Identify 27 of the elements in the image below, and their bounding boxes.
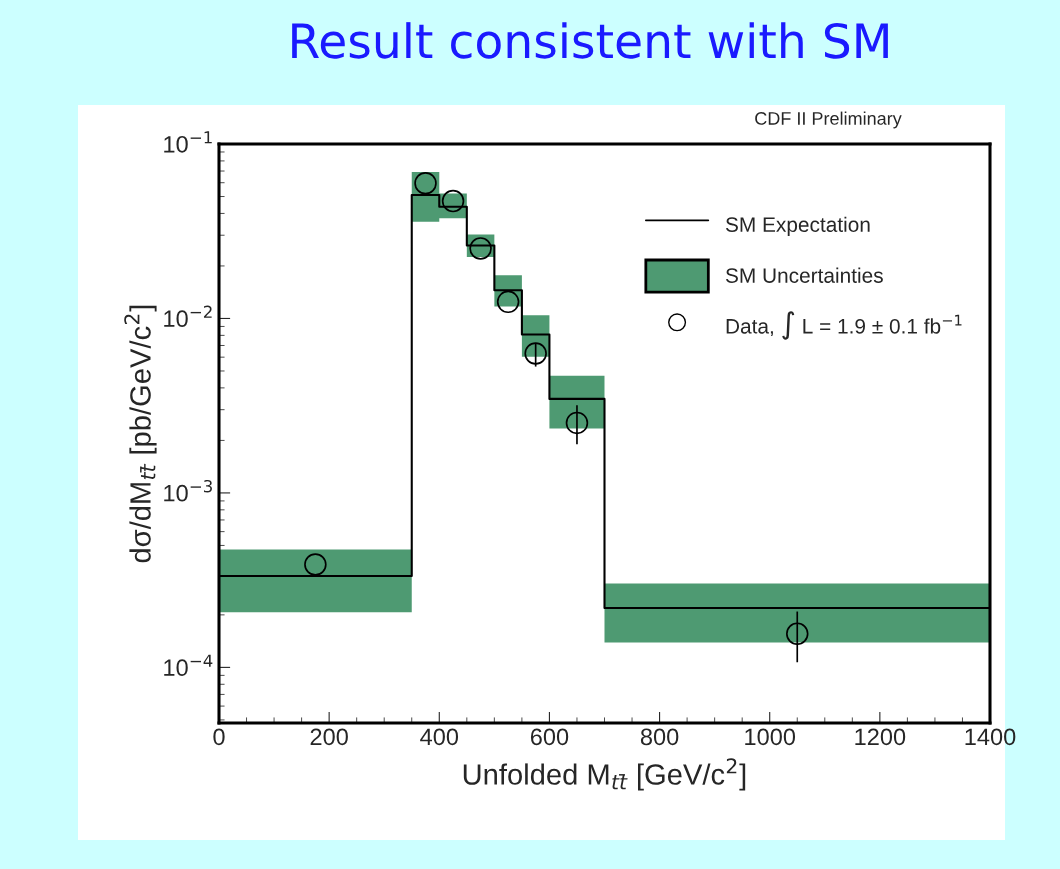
point <box>304 553 327 576</box>
y-tick-label: 10$^{−2}$ <box>164 305 212 328</box>
y-tick-label: 10$^{−4}$ <box>164 654 213 677</box>
point <box>441 189 465 213</box>
point <box>524 342 547 365</box>
x-tick-label: 1000 <box>745 728 796 746</box>
point <box>469 237 492 260</box>
x-tick-label: 1200 <box>855 728 906 746</box>
y-tick-label: 10$^{−1}$ <box>164 131 212 153</box>
x-axis-title: Unfolded M$_{tt̄}$ [GeV/c$^{2}$] <box>463 758 746 791</box>
point <box>785 622 809 645</box>
legend-label: Data, ∫ L = 1.9 ± 0.1 fb$^{−1}$ <box>726 311 962 340</box>
x-tick-label: 400 <box>420 728 459 746</box>
chart-title: Result consistent with SM <box>292 22 888 59</box>
x-tick-label: 800 <box>640 728 679 746</box>
y-tick-label: 10$^{−3}$ <box>164 479 212 502</box>
x-tick-label: 600 <box>530 728 569 746</box>
x-tick-label: 1400 <box>965 728 1016 746</box>
point <box>565 411 589 435</box>
point <box>496 290 520 314</box>
text: CDF II Preliminary <box>755 111 902 129</box>
legend-label: SM Expectation <box>725 216 870 237</box>
x-tick-label: 200 <box>310 728 348 746</box>
annotation: SM Uncertainties <box>725 267 883 283</box>
y-axis-title: dσ/dM$_{tt̄}$ [pb/GeV/c$^{2}$] <box>124 305 157 563</box>
x-tick-label: 0 <box>213 728 225 746</box>
point <box>414 171 437 195</box>
